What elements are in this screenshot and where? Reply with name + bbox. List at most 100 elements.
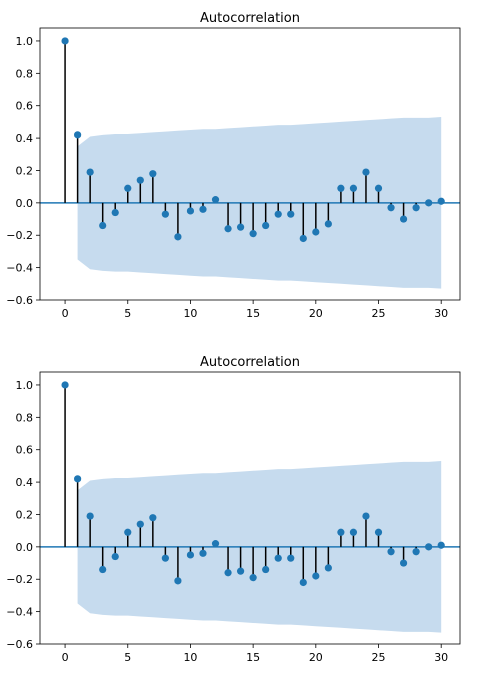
y-tick-label: −0.6 — [6, 294, 33, 307]
data-point — [111, 208, 119, 217]
data-point — [74, 475, 82, 483]
x-tick-label: 10 — [183, 651, 197, 664]
y-tick-label: 0.8 — [16, 67, 34, 80]
data-point — [61, 37, 69, 45]
data-point — [399, 559, 408, 567]
y-tick-label: −0.4 — [6, 606, 33, 619]
x-tick-label: 5 — [124, 307, 131, 320]
x-tick-label: 20 — [309, 651, 323, 664]
data-point — [149, 514, 157, 522]
data-point — [186, 551, 195, 559]
data-point — [199, 205, 207, 213]
x-tick-label: 5 — [124, 651, 131, 664]
data-point — [362, 168, 370, 176]
data-point — [262, 221, 270, 230]
data-point — [362, 512, 370, 520]
data-point — [249, 574, 257, 582]
y-tick-label: 0.2 — [16, 508, 34, 521]
x-tick-label: 15 — [246, 651, 260, 664]
data-point — [349, 528, 358, 536]
data-point — [86, 168, 94, 176]
data-point — [425, 199, 433, 207]
data-point — [174, 233, 182, 241]
data-point — [124, 184, 132, 192]
data-point — [274, 554, 282, 562]
data-point — [236, 567, 245, 575]
data-point — [412, 204, 420, 212]
data-point — [149, 170, 157, 178]
data-point — [287, 554, 295, 562]
data-point — [99, 565, 107, 574]
y-tick-label: −0.2 — [6, 229, 33, 242]
y-tick-label: 0.2 — [16, 164, 34, 177]
data-point — [74, 131, 82, 139]
data-point — [324, 220, 332, 228]
data-point — [111, 552, 119, 561]
data-point — [211, 540, 220, 548]
data-point — [374, 184, 383, 192]
data-point — [174, 577, 182, 585]
data-point — [186, 207, 195, 215]
y-tick-label: 1.0 — [16, 379, 34, 392]
x-tick-label: 30 — [434, 651, 448, 664]
y-tick-label: 0.0 — [16, 197, 34, 210]
data-point — [236, 223, 245, 231]
data-point — [211, 196, 220, 204]
y-tick-label: 0.4 — [16, 476, 34, 489]
y-tick-label: −0.4 — [6, 262, 33, 275]
chart-bottom: Autocorrelation 0 5 10 15 20 25 30 −0.6 −0.4 −0.2… — [6, 355, 461, 664]
data-point — [412, 548, 420, 556]
data-point — [312, 572, 320, 580]
chart-title: Autocorrelation — [200, 11, 300, 26]
x-tick-label: 25 — [372, 307, 386, 320]
x-tick-label: 15 — [246, 307, 260, 320]
y-tick-label: 0.4 — [16, 132, 34, 145]
data-point — [61, 381, 69, 389]
x-tick-label: 10 — [183, 307, 197, 320]
x-tick-label: 30 — [434, 307, 448, 320]
data-point — [324, 564, 332, 572]
x-tick-label: 0 — [62, 651, 69, 664]
data-point — [399, 215, 408, 223]
chart-top: Autocorrelation 0 5 10 15 20 25 30 −0.6 −0.4 −0.2… — [6, 11, 461, 320]
plot-frame — [39, 371, 461, 645]
data-point — [136, 520, 144, 528]
y-tick-label: −0.6 — [6, 638, 33, 651]
data-point — [425, 543, 433, 551]
data-point — [312, 228, 320, 236]
data-point — [99, 221, 107, 230]
chart-title: Autocorrelation — [200, 355, 300, 370]
y-tick-label: 0.8 — [16, 411, 34, 424]
data-point — [299, 578, 307, 587]
data-point — [224, 225, 232, 233]
y-tick-label: 0.0 — [16, 541, 34, 554]
data-point — [262, 565, 270, 574]
data-point — [274, 210, 282, 218]
data-point — [349, 184, 358, 192]
data-point — [224, 569, 232, 577]
data-point — [337, 184, 345, 192]
data-point — [86, 512, 94, 520]
plot-frame — [39, 27, 461, 301]
data-point — [337, 528, 345, 536]
data-point — [161, 210, 169, 218]
data-point — [374, 528, 383, 536]
y-tick-label: 0.6 — [16, 100, 34, 113]
data-point — [299, 234, 307, 243]
data-point — [199, 549, 207, 557]
y-tick-label: 1.0 — [16, 35, 34, 48]
data-point — [249, 230, 257, 238]
data-point — [387, 204, 395, 212]
x-tick-label: 25 — [372, 651, 386, 664]
data-point — [437, 197, 445, 205]
y-tick-label: 0.6 — [16, 444, 34, 457]
y-tick-label: −0.2 — [6, 573, 33, 586]
data-point — [437, 541, 445, 549]
x-tick-label: 20 — [309, 307, 323, 320]
data-point — [387, 548, 395, 556]
data-point — [136, 176, 144, 184]
x-tick-label: 0 — [62, 307, 69, 320]
data-point — [124, 528, 132, 536]
